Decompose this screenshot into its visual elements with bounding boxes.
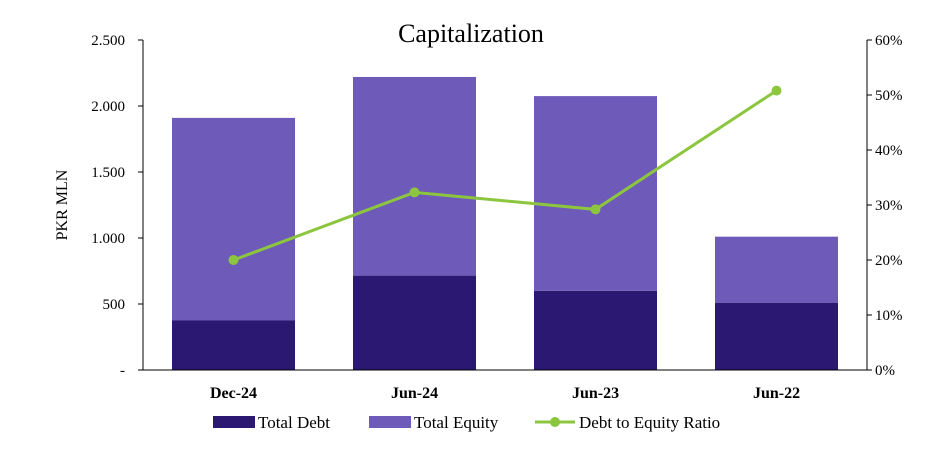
bar-total-debt-2	[534, 290, 657, 370]
y2-tick-label-2: 20%	[875, 253, 903, 269]
bar-total-debt-1	[353, 275, 476, 370]
y-tick-label-3: 1.500	[91, 165, 125, 181]
legend: Total Debt Total Equity Debt to Equity Rat…	[213, 413, 720, 432]
ratio-point-0	[228, 255, 239, 265]
bar-total-equity-1	[353, 76, 476, 276]
y2-tick-label-4: 40%	[875, 143, 903, 159]
legend-swatch-marker-debt-to-equity-ratio	[550, 417, 560, 427]
bar-total-debt-0	[172, 320, 295, 370]
y2-tick-label-0: 0%	[875, 363, 895, 379]
x-tick-label-0: Dec-24	[210, 385, 257, 402]
legend-swatch-total-equity	[369, 416, 411, 428]
x-tick-label-1: Jun-24	[391, 385, 438, 402]
bar-total-equity-2	[534, 96, 657, 291]
ratio-point-3	[771, 85, 782, 96]
ratio-line	[232, 89, 778, 262]
y-tick-label-2: 1.000	[91, 231, 125, 247]
y-tick-label-4: 2.000	[91, 99, 125, 115]
y-tick-label-1: 500	[103, 297, 126, 313]
y2-tick-label-3: 30%	[875, 198, 903, 214]
bar-total-equity-0	[172, 117, 295, 321]
ratio-point-1	[409, 187, 420, 198]
legend-label-debt-to-equity-ratio: Debt to Equity Ratio	[579, 413, 720, 432]
chart-title: Capitalization	[398, 19, 544, 48]
y2-tick-label-6: 60%	[875, 33, 903, 49]
legend-swatch-total-debt	[213, 416, 255, 428]
bar-total-equity-3	[715, 236, 838, 303]
ratio-line-group	[228, 85, 782, 265]
axes-group: - 500 1.000 1.500 2.000 2.500 0% 10% 20% 30% 40% 50…	[91, 33, 902, 402]
ratio-point-2	[590, 204, 601, 215]
y-tick-label-5: 2.500	[91, 33, 125, 49]
x-tick-label-3: Jun-22	[753, 385, 800, 402]
y-axis-label: PKR MLN	[54, 169, 71, 240]
bars-group	[172, 76, 838, 370]
y-tick-label-0: -	[120, 363, 125, 379]
legend-label-total-equity: Total Equity	[414, 413, 499, 432]
y2-tick-label-5: 50%	[875, 88, 903, 104]
x-tick-label-2: Jun-23	[572, 385, 619, 402]
bar-total-debt-3	[715, 302, 838, 370]
y2-tick-label-1: 10%	[875, 308, 903, 324]
legend-label-total-debt: Total Debt	[258, 413, 330, 432]
